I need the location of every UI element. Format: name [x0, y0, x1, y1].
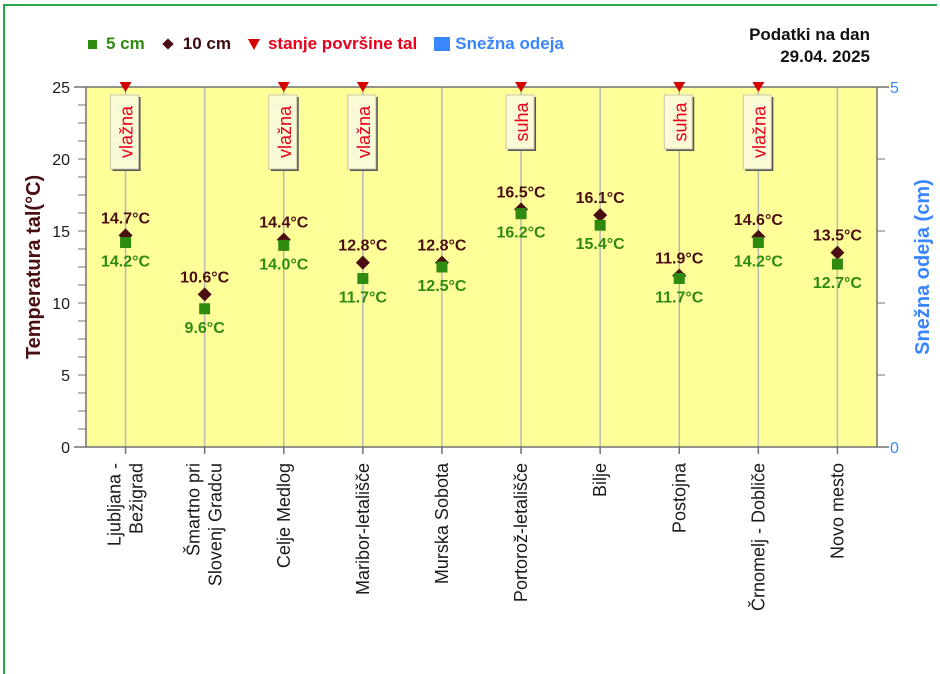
surface-marker-icon — [277, 82, 290, 92]
square-marker-icon — [752, 237, 764, 249]
surface-badge — [505, 94, 535, 150]
square-marker-icon — [673, 273, 685, 285]
label-5cm: 12.5°C — [417, 278, 467, 295]
left-tick-label: 10 — [52, 296, 70, 313]
legend-snow: Snežna odeja — [434, 34, 564, 54]
label-10cm: 12.8°C — [338, 238, 388, 255]
surface-marker-icon — [673, 82, 686, 92]
label-10cm: 14.6°C — [734, 212, 784, 229]
surface-marker-icon — [752, 82, 765, 92]
diamond-marker-icon — [830, 245, 845, 260]
label-5cm: 14.2°C — [101, 254, 151, 271]
surface-marker-icon — [515, 82, 528, 92]
label-10cm: 16.5°C — [497, 184, 547, 201]
square-marker-icon — [120, 237, 132, 249]
date-info: Podatki na dan 29.04. 2025 — [749, 24, 870, 68]
label-10cm: 12.8°C — [417, 238, 467, 255]
label-10cm: 14.4°C — [259, 215, 309, 232]
square-marker-icon — [831, 258, 843, 270]
surface-badge — [268, 94, 298, 170]
surface-marker-icon — [356, 82, 369, 92]
square-marker-icon — [594, 219, 606, 231]
label-5cm: 16.2°C — [497, 225, 547, 242]
left-tick-label: 15 — [52, 224, 70, 241]
legend-5cm: 5 cm — [88, 34, 145, 54]
label-5cm: 11.7°C — [339, 290, 388, 307]
surface-state: suha — [512, 102, 532, 142]
triangle-down-icon — [247, 38, 260, 50]
diamond-marker-icon — [355, 255, 370, 270]
category-label: Črnomelj - Dobliče — [747, 463, 768, 611]
label-5cm: 14.2°C — [734, 254, 784, 271]
label-5cm: 15.4°C — [576, 236, 626, 253]
surface-badge — [663, 94, 693, 150]
category-label: Bežigrad — [127, 463, 147, 534]
legend-10cm: 10 cm — [162, 34, 231, 54]
diamond-marker-icon — [593, 208, 608, 223]
category-label: Šmartno pri — [183, 463, 204, 556]
category-label: Bilje — [590, 463, 610, 497]
surface-badge — [110, 94, 140, 170]
green-square-icon — [88, 39, 97, 49]
surface-state: vlažna — [749, 105, 769, 158]
square-marker-icon — [357, 273, 369, 285]
surface-badge — [347, 94, 377, 170]
category-label: Postojna — [669, 462, 689, 533]
left-tick-label: 5 — [61, 368, 70, 385]
square-marker-icon — [436, 261, 448, 273]
chart-frame — [3, 4, 937, 674]
left-tick-label: 20 — [52, 152, 70, 169]
label-5cm: 14.0°C — [259, 256, 309, 273]
label-5cm: 12.7°C — [813, 275, 863, 292]
category-label: Celje Medlog — [274, 463, 294, 568]
right-axis-title: Snežna odeja (cm) — [912, 179, 934, 355]
left-tick-label: 0 — [61, 440, 70, 457]
square-marker-icon — [515, 208, 527, 220]
diamond-marker-icon — [197, 287, 212, 302]
surface-state: vlažna — [117, 105, 137, 158]
label-10cm: 16.1°C — [576, 190, 626, 207]
left-axis-title: Temperatura tal(°C) — [23, 175, 45, 359]
right-tick-label: 0 — [890, 440, 899, 457]
date-label: Podatki na dan — [749, 25, 870, 44]
label-5cm: 9.6°C — [185, 320, 226, 337]
category-label: Maribor-letališče — [353, 463, 373, 595]
surface-badge — [742, 94, 772, 170]
legend: 5 cm 10 cm stanje površine tal Snežna od… — [88, 34, 581, 54]
left-tick-label: 25 — [52, 80, 70, 97]
category-label: Slovenj Gradcu — [206, 463, 226, 586]
category-label: Novo mesto — [827, 463, 847, 559]
square-marker-icon — [278, 239, 290, 251]
label-10cm: 14.7°C — [101, 210, 151, 227]
legend-surface: stanje površine tal — [247, 34, 417, 54]
surface-marker-icon — [119, 82, 132, 92]
label-5cm: 11.7°C — [655, 290, 704, 307]
label-10cm: 10.6°C — [180, 269, 230, 286]
surface-state: suha — [670, 102, 690, 142]
square-marker-icon — [199, 303, 211, 315]
category-label: Murska Sobota — [432, 462, 452, 584]
surface-state: vlažna — [275, 105, 295, 158]
category-label: Portorož-letališče — [511, 463, 531, 602]
right-tick-label: 5 — [890, 80, 899, 97]
date-value: 29.04. 2025 — [780, 47, 870, 66]
category-label: Ljubljana - — [105, 463, 125, 546]
blue-square-icon — [434, 37, 451, 51]
label-10cm: 13.5°C — [813, 228, 863, 245]
label-10cm: 11.9°C — [655, 251, 704, 268]
surface-state: vlažna — [354, 105, 374, 158]
